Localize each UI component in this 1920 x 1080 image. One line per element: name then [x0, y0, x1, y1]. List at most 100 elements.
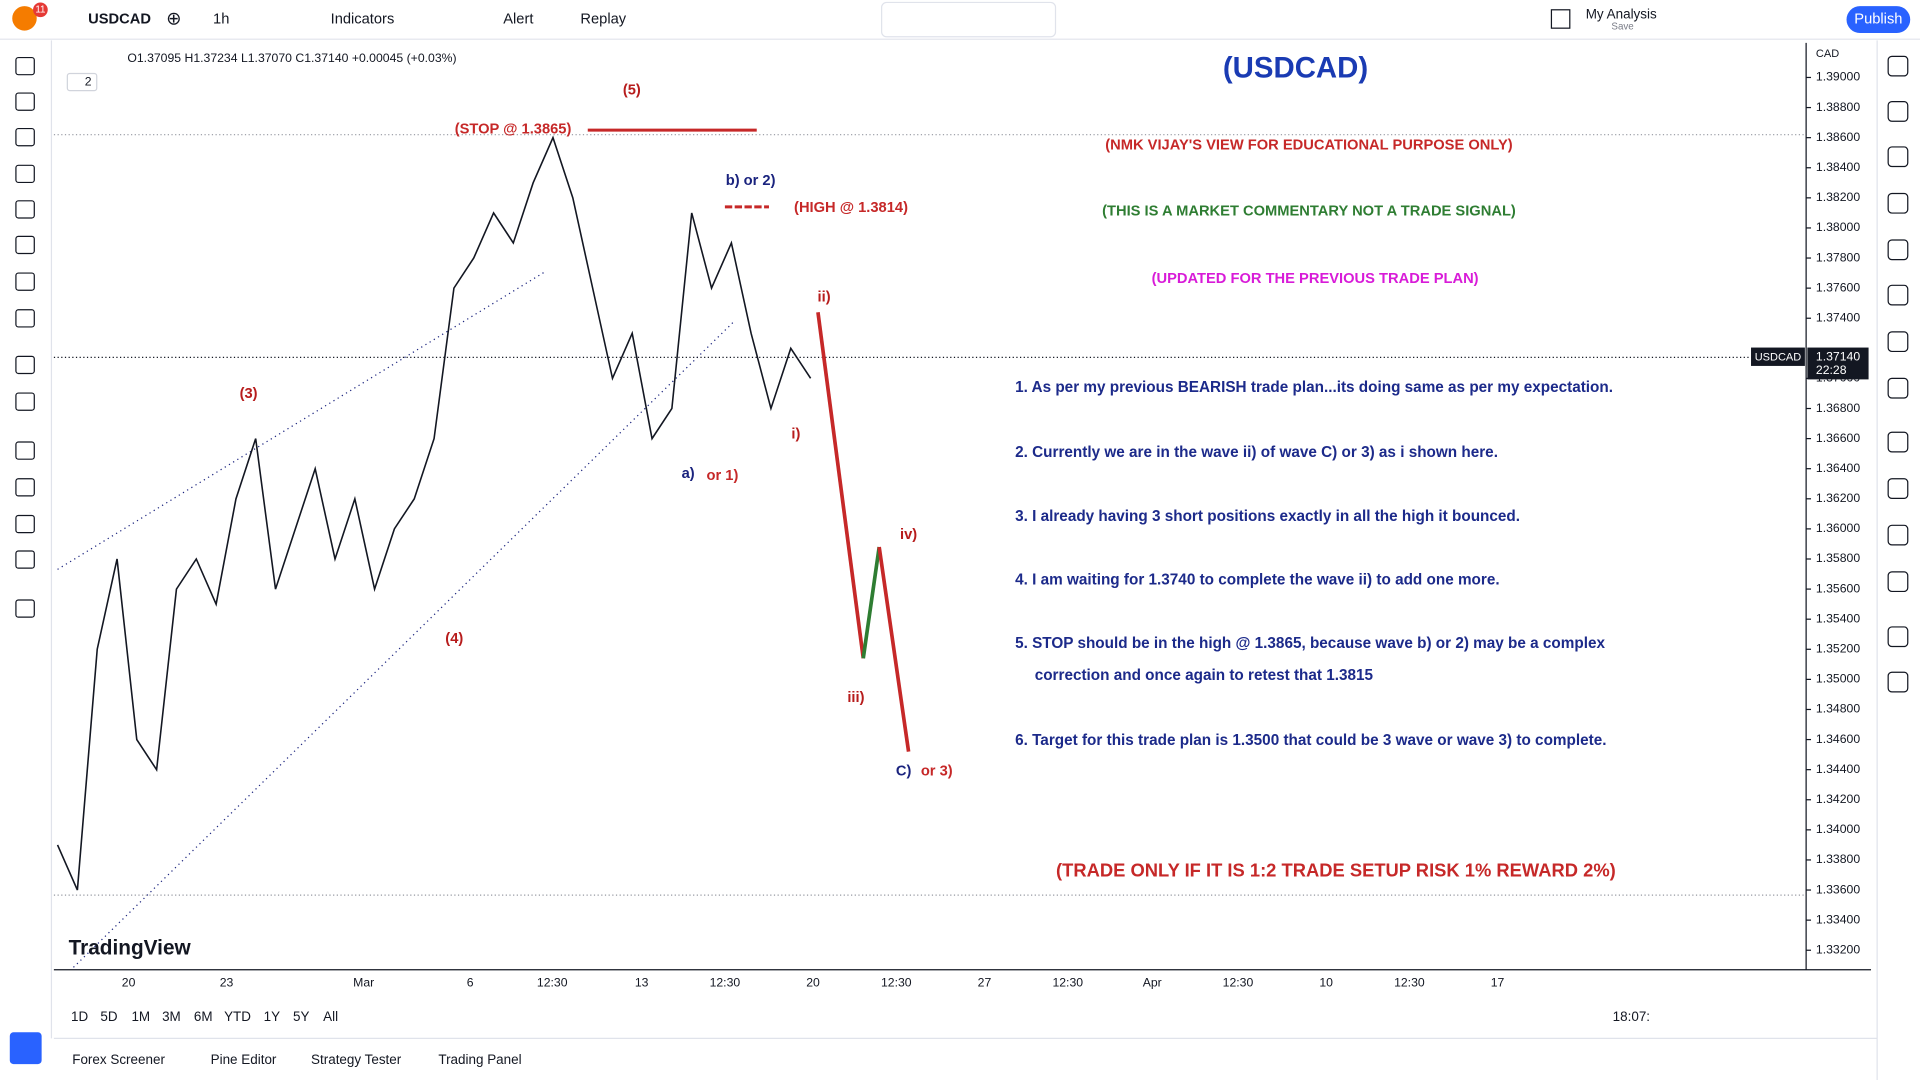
tool-icon[interactable]	[15, 309, 35, 328]
side-icon[interactable]	[1887, 524, 1909, 546]
collapse-button[interactable]	[66, 72, 98, 92]
symbol[interactable]: USDCAD	[88, 11, 151, 27]
range-button[interactable]: 6M	[194, 1009, 213, 1024]
commentary-point: 3. I already having 3 short positions ex…	[1015, 508, 1520, 525]
side-icon[interactable]	[1887, 331, 1909, 353]
tool-icon[interactable]	[15, 272, 35, 291]
wave-label: (5)	[623, 82, 641, 98]
side-icon[interactable]	[1887, 431, 1909, 453]
price-line	[56, 135, 812, 891]
interval[interactable]: 1h	[213, 11, 229, 27]
y-tick-label: 1.36200	[1816, 491, 1860, 505]
side-icon[interactable]	[1887, 626, 1909, 648]
currency[interactable]: CAD	[1816, 48, 1839, 60]
layout-save: Save	[1611, 22, 1633, 33]
wave-label: (STOP @ 1.3865)	[455, 122, 572, 138]
side-icon[interactable]	[1887, 284, 1909, 306]
commentary-point: 6. Target for this trade plan is 1.3500 …	[1015, 732, 1606, 749]
clock: 18:07:	[1613, 1009, 1650, 1024]
tool-icon[interactable]	[15, 441, 35, 460]
ohlc-legend: O1.37095 H1.37234 L1.37070 C1.37140 +0.0…	[127, 51, 456, 65]
wave-label: (3)	[240, 386, 258, 402]
x-tick-label: 10	[1319, 975, 1333, 989]
wave-label: iv)	[900, 527, 917, 543]
panel-tab[interactable]: Forex Screener	[72, 1052, 165, 1067]
x-tick-label: 23	[220, 975, 234, 989]
commentary-point: 4. I am waiting for 1.3740 to complete t…	[1015, 571, 1500, 588]
panel-tab[interactable]: Pine Editor	[211, 1052, 277, 1067]
range-button[interactable]: 1D	[71, 1009, 88, 1024]
range-button[interactable]: 1M	[131, 1009, 150, 1024]
side-icon[interactable]	[1887, 101, 1909, 122]
x-tick-label: Apr	[1143, 975, 1162, 989]
commentary-point: 5. STOP should be in the high @ 1.3865, …	[1015, 635, 1605, 652]
y-tick-label: 1.35800	[1816, 551, 1860, 565]
replay[interactable]: Replay	[580, 11, 626, 27]
y-tick-label: 1.33600	[1816, 882, 1860, 896]
x-tick-label: 12:30	[881, 975, 912, 989]
tool-icon[interactable]	[15, 392, 35, 411]
symbol-tag-label: USDCAD	[1755, 351, 1802, 363]
wave-label: iii)	[847, 690, 864, 706]
panel-tab[interactable]: Strategy Tester	[311, 1052, 402, 1067]
x-tick-label: 20	[806, 975, 820, 989]
x-tick-label: 12:30	[1394, 975, 1425, 989]
tool-icon[interactable]	[15, 599, 35, 618]
side-icon[interactable]	[1887, 192, 1909, 214]
badge	[33, 2, 48, 18]
layout-name[interactable]: My Analysis	[1586, 6, 1657, 21]
x-tick-label: 27	[978, 975, 992, 989]
trendline	[57, 271, 546, 570]
side-icon[interactable]	[1887, 377, 1909, 399]
projection-leg	[861, 546, 882, 659]
x-tick-label: Mar	[353, 975, 374, 989]
side-icon[interactable]	[1887, 239, 1909, 261]
tool-icon[interactable]	[15, 355, 35, 375]
side-icon[interactable]	[1887, 146, 1909, 168]
layout-icon[interactable]	[1550, 9, 1571, 29]
tool-icon[interactable]	[15, 164, 35, 184]
publish-button[interactable]	[1846, 6, 1911, 34]
y-tick-label: 1.33200	[1816, 942, 1860, 956]
tool-icon[interactable]	[15, 514, 35, 534]
avatar[interactable]	[12, 6, 37, 31]
price-tag-label: 1.37140	[1816, 350, 1860, 364]
range-button[interactable]: 5Y	[293, 1009, 309, 1024]
x-tick-label: 13	[635, 975, 649, 989]
tool-icon[interactable]	[15, 56, 35, 76]
commentary-point: 2. Currently we are in the wave ii) of w…	[1015, 444, 1498, 461]
side-icon[interactable]	[1887, 671, 1909, 693]
x-tick-label: 12:30	[537, 975, 568, 989]
tool-icon[interactable]	[15, 478, 35, 497]
side-icon[interactable]	[1887, 55, 1909, 77]
tool-icon[interactable]	[15, 127, 35, 147]
side-icon[interactable]	[1887, 571, 1909, 593]
y-tick-label: 1.37800	[1816, 250, 1860, 264]
projection-leg	[816, 311, 866, 659]
panel-tab[interactable]: Trading Panel	[438, 1052, 521, 1067]
tool-icon[interactable]	[15, 550, 35, 569]
y-tick-label: 1.39000	[1816, 70, 1860, 84]
tool-icon[interactable]	[15, 92, 35, 111]
indicator-count[interactable]: 2	[85, 74, 92, 88]
y-tick-label: 1.38800	[1816, 100, 1860, 114]
range-button[interactable]: 3M	[162, 1009, 181, 1024]
x-tick-label: 12:30	[710, 975, 741, 989]
publish-label[interactable]: Publish	[1854, 11, 1902, 27]
side-icon[interactable]	[1887, 478, 1909, 499]
wave-label: or 3)	[921, 763, 953, 779]
y-tick-label: 1.38400	[1816, 160, 1860, 174]
y-tick-label: 1.36800	[1816, 401, 1860, 415]
range-button[interactable]: 5D	[100, 1009, 117, 1024]
indicators[interactable]: Indicators	[331, 11, 395, 27]
range-button[interactable]: 1Y	[264, 1009, 280, 1024]
alert[interactable]: Alert	[503, 11, 533, 27]
y-tick-label: 1.38200	[1816, 190, 1860, 204]
app-icon[interactable]	[9, 1032, 42, 1065]
range-button[interactable]: All	[323, 1009, 338, 1024]
wave-label: b) or 2)	[726, 173, 776, 189]
add-symbol[interactable]: ⊕	[166, 7, 181, 28]
tool-icon[interactable]	[15, 235, 35, 255]
range-button[interactable]: YTD	[224, 1009, 251, 1024]
tool-icon[interactable]	[15, 200, 35, 219]
